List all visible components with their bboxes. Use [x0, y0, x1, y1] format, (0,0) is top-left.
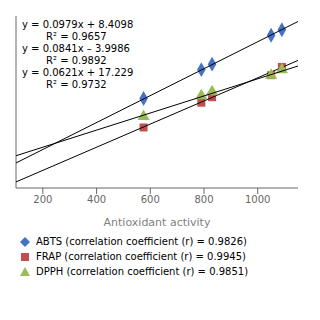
html-text:R² = 0.9892: R² = 0.9892 [46, 55, 107, 66]
html-text:R² = 0.9657: R² = 0.9657 [46, 31, 107, 42]
html-text:FRAP (correlation coefficient: FRAP (correlation coefficient (r) = 0.99… [36, 251, 246, 262]
html-text:y = 0.0979x + 8.4098: y = 0.0979x + 8.4098 [22, 19, 134, 30]
svg-text:600: 600 [141, 194, 160, 205]
svg-text:200: 200 [33, 194, 52, 205]
svg-text:800: 800 [194, 194, 213, 205]
html-text:ABTS (correlation coefficient: ABTS (correlation coefficient (r) = 0.98… [36, 236, 247, 247]
svg-text:400: 400 [87, 194, 106, 205]
html-text:y = 0.0841x – 3.9986: y = 0.0841x – 3.9986 [22, 43, 130, 54]
svg-text:Antioxidant activity: Antioxidant activity [104, 216, 211, 228]
html-text:y = 0.0621x + 17.229: y = 0.0621x + 17.229 [22, 67, 134, 78]
html-text:DPPH (correlation coefficient: DPPH (correlation coefficient (r) = 0.98… [36, 266, 248, 277]
svg-text:1000: 1000 [245, 194, 270, 205]
html-text:R² = 0.9732: R² = 0.9732 [46, 79, 107, 90]
